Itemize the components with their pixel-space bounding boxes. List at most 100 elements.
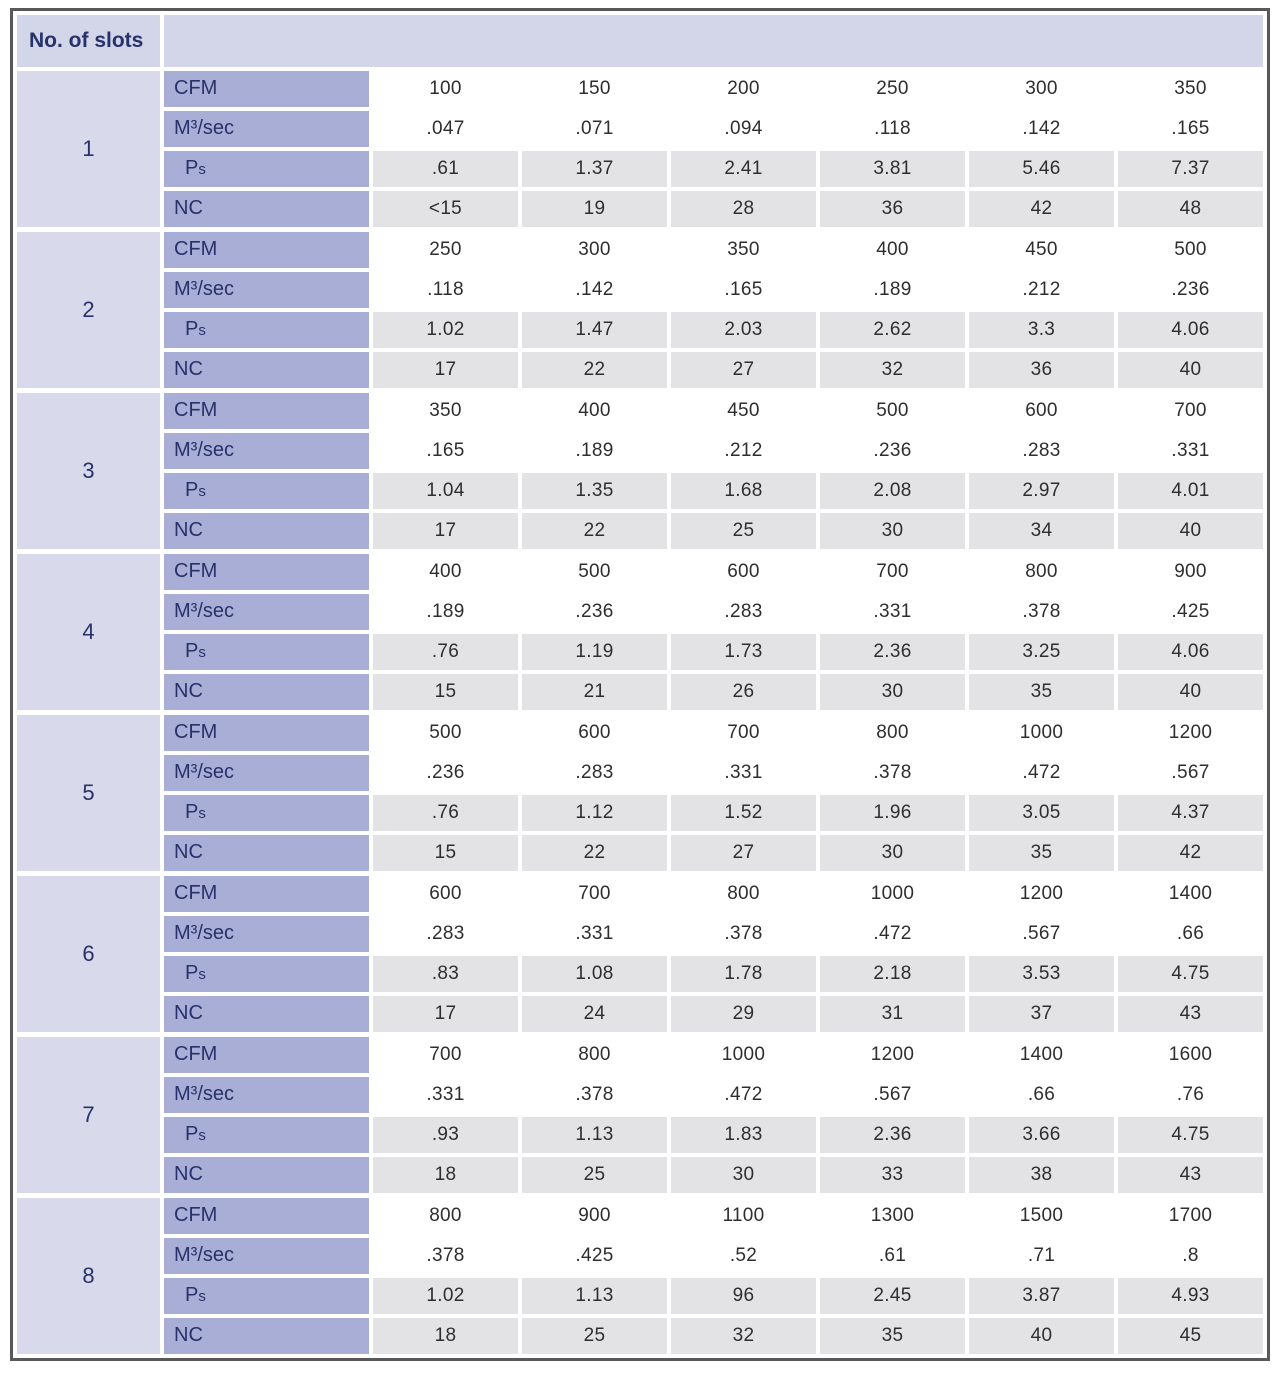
value-cell: 34 (969, 513, 1114, 549)
value-cell: .212 (671, 433, 816, 469)
row-label-main: NC (174, 197, 203, 219)
value-cell: 700 (671, 715, 816, 751)
row-label-subscript: s (198, 644, 206, 661)
value-cell: 1400 (1118, 876, 1263, 912)
value-cell: 1600 (1118, 1037, 1263, 1073)
value-cell: 4.75 (1118, 956, 1263, 992)
row-label-main: P (185, 479, 199, 501)
slot-count-cell: 3 (17, 393, 160, 549)
row-label-nc: NC (164, 513, 369, 549)
value-cell: 3.05 (969, 795, 1114, 831)
value-cell: 2.41 (671, 151, 816, 187)
value-cell: 32 (671, 1318, 816, 1354)
slot-count-cell: 7 (17, 1037, 160, 1193)
value-cell: 17 (373, 996, 518, 1032)
value-cell: 35 (969, 835, 1114, 871)
row-label-main: P (185, 1284, 199, 1306)
row-label-subscript: s (198, 1288, 206, 1305)
value-cell: 7.37 (1118, 151, 1263, 187)
value-cell: 1000 (820, 876, 965, 912)
value-cell: 15 (373, 835, 518, 871)
value-cell: 4.93 (1118, 1278, 1263, 1314)
row-label-main: M³/sec (174, 761, 234, 783)
value-cell: 96 (671, 1278, 816, 1314)
value-cell: 2.18 (820, 956, 965, 992)
value-cell: .165 (1118, 111, 1263, 147)
slot-performance-table: No. of slots 1 CFM 100 150 200 250 300 350 M³/se… (10, 8, 1270, 1361)
row-label-main: CFM (174, 1043, 218, 1065)
value-cell: 17 (373, 513, 518, 549)
value-cell: .331 (373, 1077, 518, 1113)
row-label-cfm: CFM (164, 232, 369, 268)
slot-group: 8 CFM 800 900 1100 1300 1500 1700 M³/sec .378.425… (17, 1198, 1263, 1354)
value-cell: 4.01 (1118, 473, 1263, 509)
row-label-main: CFM (174, 560, 218, 582)
value-cell: 350 (671, 232, 816, 268)
value-cell: 1.52 (671, 795, 816, 831)
value-cell: 1.02 (373, 312, 518, 348)
value-cell: 300 (522, 232, 667, 268)
value-cell: .283 (373, 916, 518, 952)
row-label-subscript: s (198, 805, 206, 822)
no-of-slots-header: No. of slots (17, 15, 160, 67)
value-cell: 40 (1118, 513, 1263, 549)
row-label-subscript: s (198, 322, 206, 339)
slot-group: 5 CFM 500 600 700 800 1000 1200 M³/sec .236.283.3… (17, 715, 1263, 871)
row-label-cfm: CFM (164, 554, 369, 590)
table-body: 1 CFM 100 150 200 250 300 350 M³/sec .047.071.094… (17, 71, 1263, 1354)
value-cell: 700 (1118, 393, 1263, 429)
value-cell: 600 (522, 715, 667, 751)
value-cell: .378 (820, 755, 965, 791)
value-cell: 1200 (820, 1037, 965, 1073)
row-label-main: M³/sec (174, 278, 234, 300)
value-cell: 3.87 (969, 1278, 1114, 1314)
row-label-main: M³/sec (174, 1244, 234, 1266)
value-cell: 40 (1118, 674, 1263, 710)
value-cell: 31 (820, 996, 965, 1032)
value-cell: 400 (373, 554, 518, 590)
value-cell: 150 (522, 71, 667, 107)
row-label-main: CFM (174, 399, 218, 421)
row-label-main: NC (174, 680, 203, 702)
value-cell: .472 (671, 1077, 816, 1113)
row-label-main: M³/sec (174, 439, 234, 461)
value-cell: .425 (1118, 594, 1263, 630)
value-cell: 1.96 (820, 795, 965, 831)
row-label-m3sec: M³/sec (164, 272, 369, 308)
value-cell: 43 (1118, 996, 1263, 1032)
value-cell: 45 (1118, 1318, 1263, 1354)
value-cell: 600 (671, 554, 816, 590)
row-label-cfm: CFM (164, 71, 369, 107)
row-label-main: M³/sec (174, 1083, 234, 1105)
value-cell: 25 (671, 513, 816, 549)
value-cell: 42 (969, 191, 1114, 227)
value-cell: 500 (522, 554, 667, 590)
value-cell: .472 (820, 916, 965, 952)
value-cell: 4.06 (1118, 634, 1263, 670)
value-cell: .76 (373, 795, 518, 831)
value-cell: .378 (969, 594, 1114, 630)
row-label-main: M³/sec (174, 922, 234, 944)
value-cell: .189 (373, 594, 518, 630)
value-cell: 30 (671, 1157, 816, 1193)
value-cell: 1.13 (522, 1117, 667, 1153)
value-cell: 27 (671, 352, 816, 388)
value-cell: 1100 (671, 1198, 816, 1234)
value-cell: 35 (820, 1318, 965, 1354)
row-label-main: P (185, 157, 199, 179)
value-cell: 19 (522, 191, 667, 227)
value-cell: .165 (671, 272, 816, 308)
row-label-main: NC (174, 519, 203, 541)
row-label-m3sec: M³/sec (164, 1077, 369, 1113)
value-cell: 5.46 (969, 151, 1114, 187)
slot-count-cell: 6 (17, 876, 160, 1032)
value-cell: 600 (969, 393, 1114, 429)
value-cell: 800 (820, 715, 965, 751)
row-label-m3sec: M³/sec (164, 1238, 369, 1274)
value-cell: 300 (969, 71, 1114, 107)
value-cell: .567 (820, 1077, 965, 1113)
value-cell: 17 (373, 352, 518, 388)
row-label-cfm: CFM (164, 1037, 369, 1073)
